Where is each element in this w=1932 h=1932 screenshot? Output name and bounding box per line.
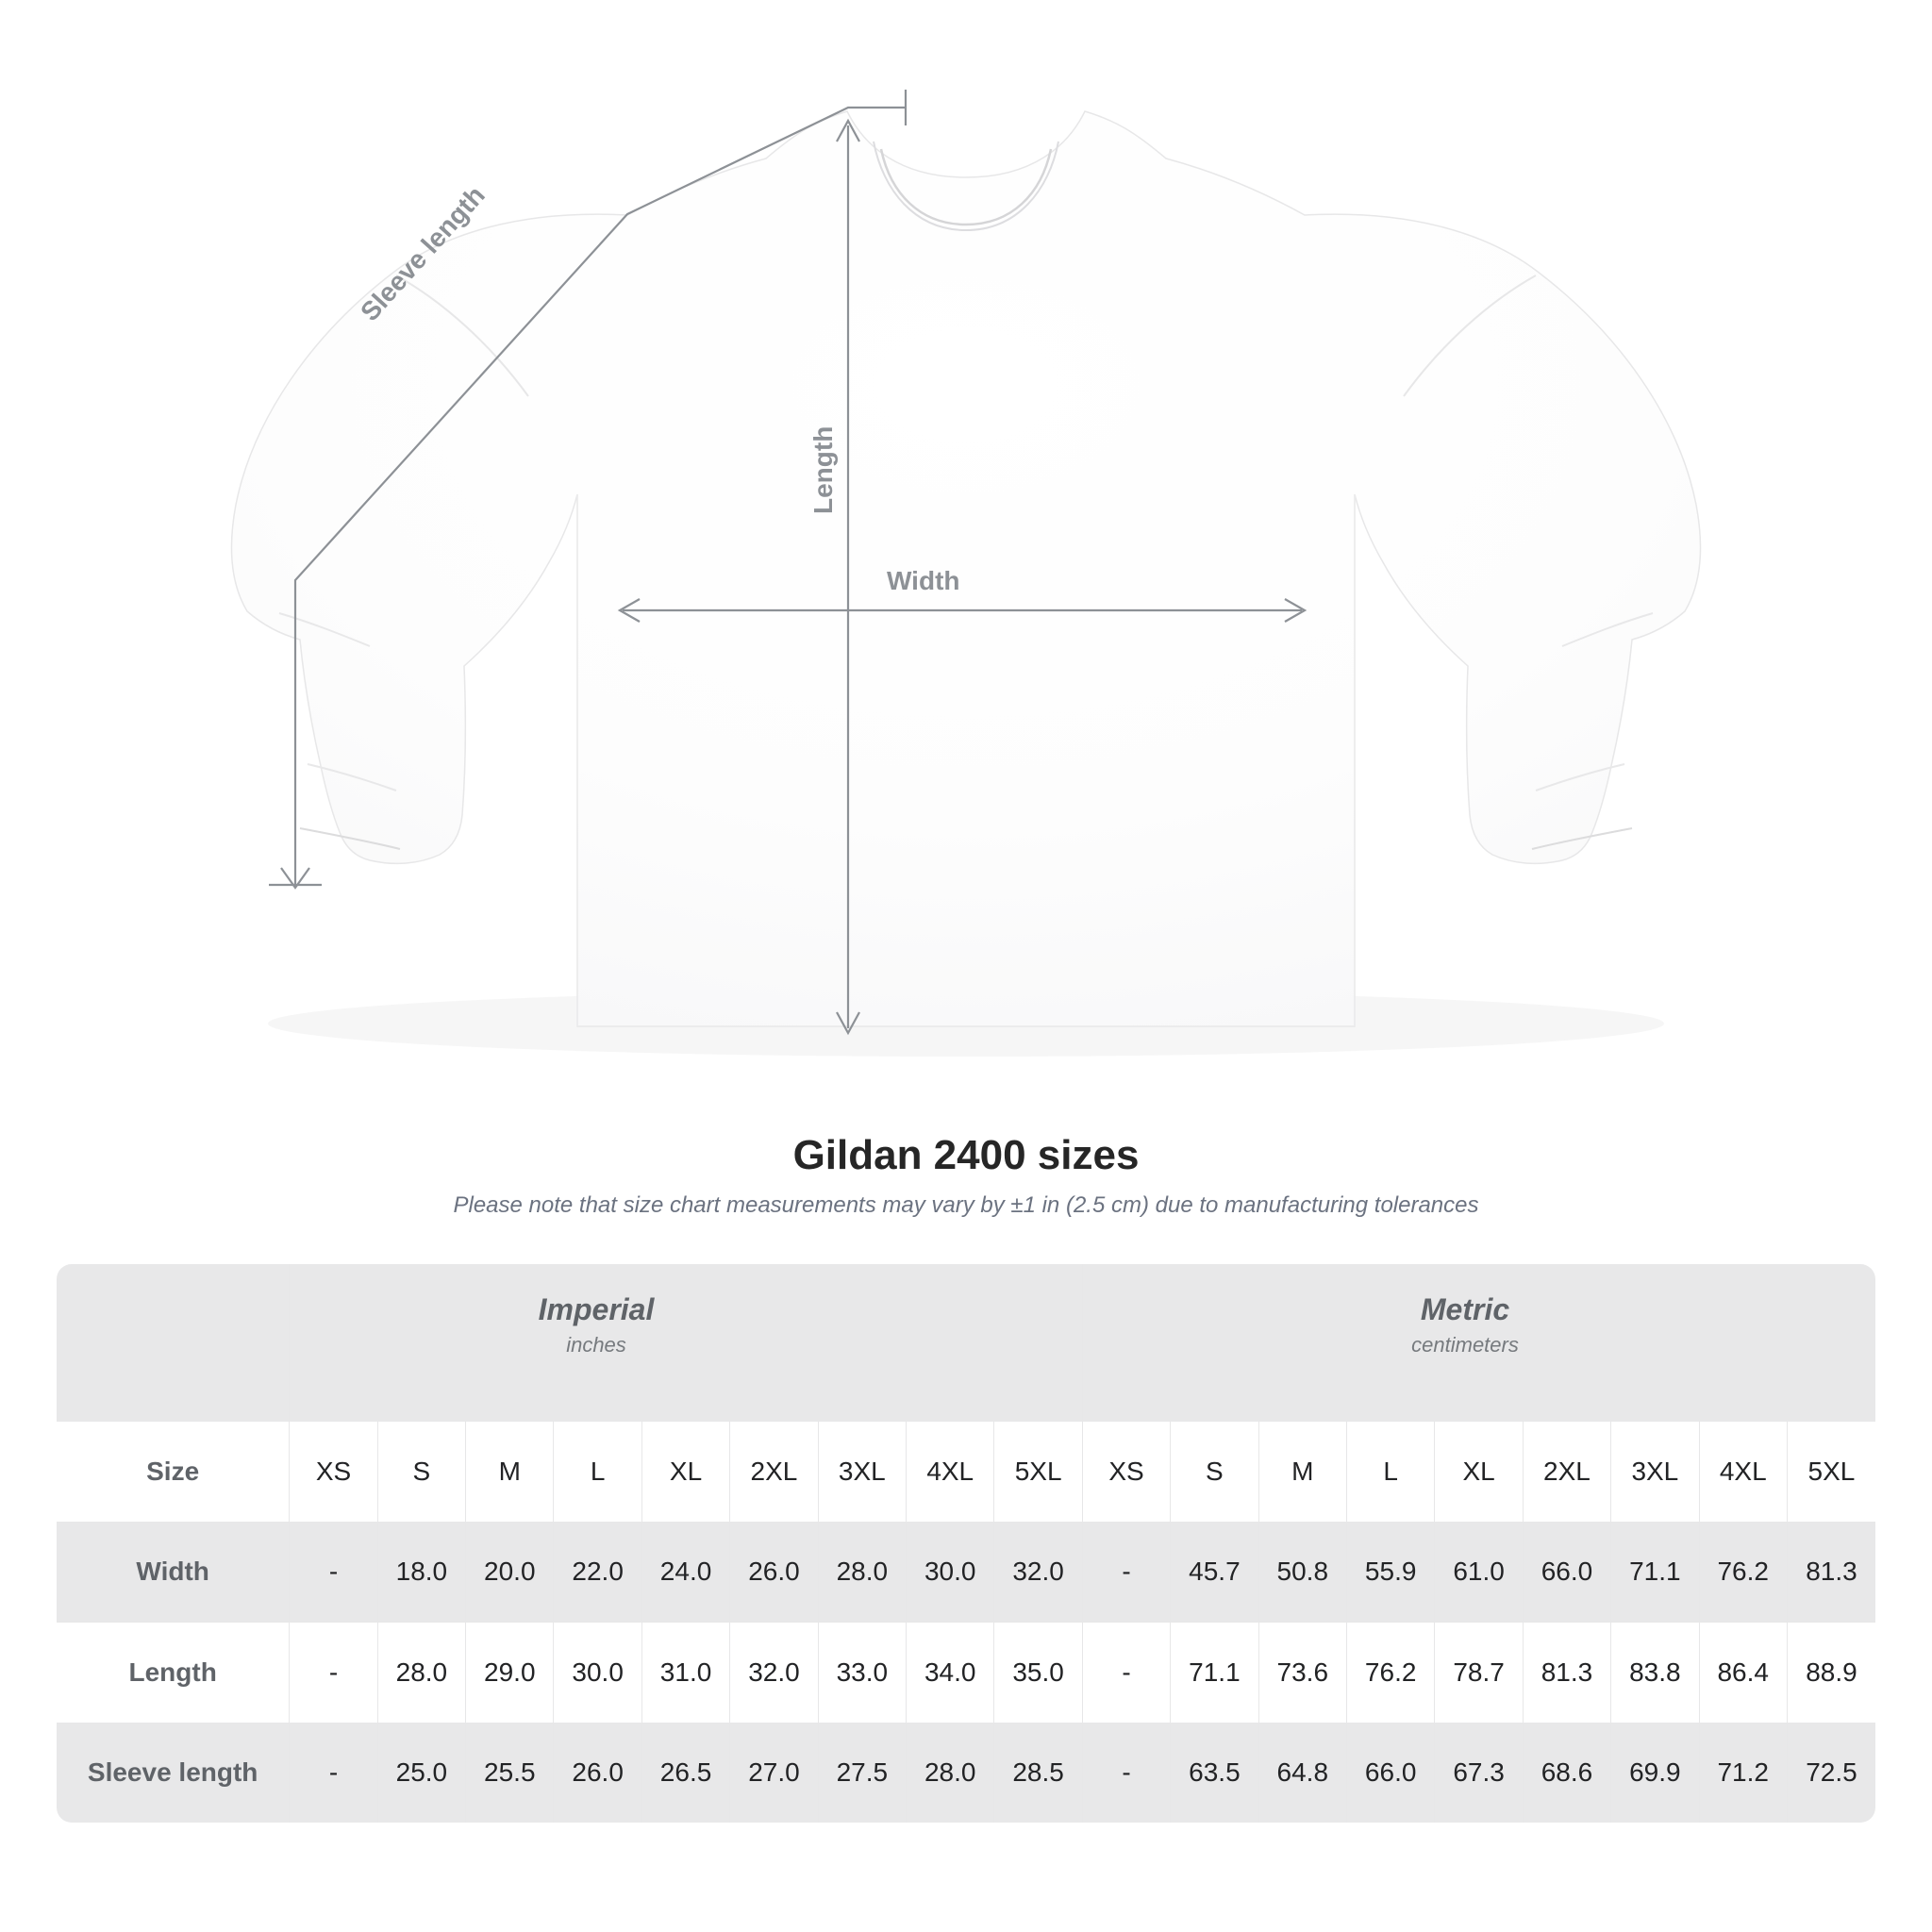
svg-text:Width: Width [887, 566, 960, 595]
svg-text:Length: Length [808, 426, 838, 514]
